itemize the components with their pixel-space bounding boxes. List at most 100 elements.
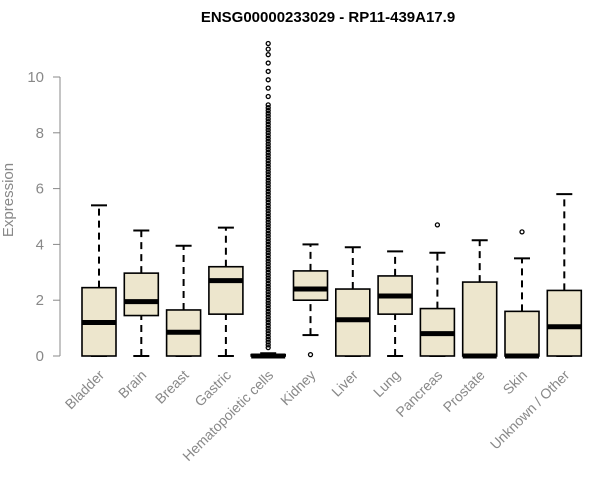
outlier-point <box>265 40 271 47</box>
outlier-point <box>265 152 271 158</box>
outlier-point <box>265 171 271 178</box>
outlier-point <box>265 130 271 136</box>
outlier-point <box>265 124 271 130</box>
outlier-point <box>265 138 271 144</box>
outlier-point <box>265 110 271 116</box>
box-rect <box>123 272 160 317</box>
box-skin <box>504 229 540 359</box>
box-bladder <box>81 204 117 357</box>
outlier-point <box>265 311 271 317</box>
box-gastric <box>208 226 244 357</box>
outlier-point <box>265 174 271 181</box>
outlier-point <box>265 333 271 340</box>
y-tick-label: 10 <box>27 69 44 86</box>
outlier-point <box>265 155 271 161</box>
x-tick-label: Breast <box>152 367 192 407</box>
outlier-point <box>265 118 271 125</box>
outlier-point <box>265 197 271 203</box>
y-tick-label: 6 <box>36 181 44 198</box>
outlier-point <box>265 247 271 253</box>
box-prostate <box>461 239 498 359</box>
outlier-point <box>265 222 271 228</box>
outlier-point <box>265 202 271 208</box>
x-tick-label: Bladder <box>62 367 108 413</box>
outlier-point <box>265 105 271 111</box>
outlier-point <box>265 291 271 298</box>
outlier-point <box>265 294 271 301</box>
outlier-point <box>265 127 271 133</box>
y-tick-label: 0 <box>36 348 44 365</box>
box-brain <box>123 229 160 357</box>
outlier-point <box>265 208 271 214</box>
outlier-point <box>265 199 271 206</box>
box-hematopoietic-cells <box>250 40 286 359</box>
box-unknown-other <box>546 193 583 357</box>
outlier-point <box>265 227 271 234</box>
outlier-point <box>265 121 271 128</box>
x-tick-label: Liver <box>328 367 361 400</box>
x-tick-label: Lung <box>370 367 403 400</box>
boxes-group <box>81 40 583 359</box>
outlier-point <box>265 85 271 91</box>
box-kidney <box>292 243 329 358</box>
outlier-point <box>519 229 525 235</box>
outlier-point <box>265 255 271 262</box>
outlier-point <box>265 275 271 281</box>
outlier-point <box>265 266 271 273</box>
outlier-point <box>265 319 271 326</box>
outlier-point <box>265 144 271 150</box>
box-pancreas <box>419 222 456 357</box>
outlier-point <box>265 188 271 195</box>
outlier-point <box>265 194 271 200</box>
outlier-point <box>265 344 271 351</box>
y-tick-label: 4 <box>36 236 44 253</box>
outlier-point <box>265 116 271 122</box>
chart-title: ENSG00000233029 - RP11-439A17.9 <box>201 9 455 26</box>
outlier-point <box>265 297 271 303</box>
outlier-point <box>265 149 271 155</box>
outlier-point <box>265 331 271 337</box>
y-tick-label: 2 <box>36 292 44 309</box>
outlier-point <box>265 219 271 225</box>
x-tick-label: Prostate <box>440 367 488 415</box>
x-tick-label: Pancreas <box>392 367 445 420</box>
y-axis: 0 2 4 6 8 10 <box>27 69 61 365</box>
box-rect <box>504 310 540 357</box>
x-tick-label: Kidney <box>277 367 319 409</box>
x-tick-label: Brain <box>115 367 149 401</box>
outlier-point <box>265 166 271 172</box>
outlier-point <box>265 46 271 52</box>
outlier-point <box>265 269 271 275</box>
outlier-point <box>265 77 271 83</box>
outlier-point <box>265 213 271 220</box>
box-rect <box>208 265 244 315</box>
outlier-point <box>265 261 271 267</box>
box-liver <box>334 246 371 357</box>
outlier-point <box>265 342 271 348</box>
outlier-point <box>265 283 271 289</box>
outlier-point <box>265 183 271 189</box>
outlier-point <box>265 339 271 345</box>
outlier-point <box>265 264 271 270</box>
outlier-point <box>265 278 271 284</box>
outlier-point <box>265 236 271 242</box>
outlier-point <box>265 238 271 245</box>
y-tick-label: 8 <box>36 125 44 142</box>
outlier-point <box>265 252 271 259</box>
outlier-point <box>265 317 271 323</box>
outlier-point <box>265 230 271 236</box>
outlier-point <box>265 244 271 250</box>
outlier-point <box>265 250 271 256</box>
outlier-point <box>265 60 271 66</box>
outlier-point <box>265 303 271 309</box>
outlier-point <box>265 52 271 58</box>
outlier-point <box>265 102 271 108</box>
outlier-point <box>265 216 271 222</box>
outlier-point <box>265 68 271 75</box>
outlier-point <box>265 233 271 239</box>
outlier-point <box>265 305 271 312</box>
outlier-point <box>265 163 271 169</box>
outlier-point <box>265 258 271 264</box>
outlier-point <box>265 177 271 183</box>
